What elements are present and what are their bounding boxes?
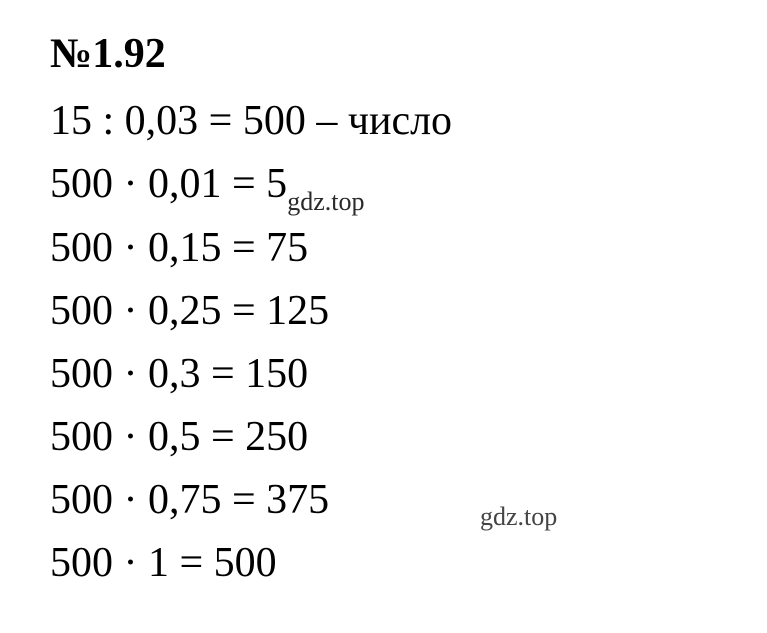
equation-7-expr: 500 · 0,75 = 375: [50, 477, 329, 523]
equation-line-4: 500 · 0,25 = 125: [50, 280, 717, 343]
equation-2-expr: 500 · 0,01 = 5: [50, 161, 287, 207]
equation-line-6: 500 · 0,5 = 250: [50, 406, 717, 469]
equation-3-expr: 500 · 0,15 = 75: [50, 225, 308, 271]
equation-line-5: 500 · 0,3 = 150: [50, 343, 717, 406]
equation-1-suffix: – число: [306, 98, 452, 144]
equation-line-8: 500 · 1 = 500: [50, 532, 717, 595]
equation-1-expr: 15 : 0,03 = 500: [50, 98, 306, 144]
equation-6-expr: 500 · 0,5 = 250: [50, 414, 308, 460]
watermark-subscript: gdz.top: [287, 187, 364, 216]
equation-line-3: 500 · 0,15 = 75: [50, 217, 717, 280]
equation-8-expr: 500 · 1 = 500: [50, 540, 277, 586]
equation-line-1: 15 : 0,03 = 500 – число: [50, 90, 717, 153]
equation-line-7: 500 · 0,75 = 375 gdz.top: [50, 469, 717, 532]
equation-line-2: 500 · 0,01 = 5gdz.top: [50, 153, 717, 217]
problem-number: №1.92: [50, 30, 717, 78]
equation-5-expr: 500 · 0,3 = 150: [50, 351, 308, 397]
watermark-text: gdz.top: [480, 497, 557, 536]
equation-4-expr: 500 · 0,25 = 125: [50, 288, 329, 334]
